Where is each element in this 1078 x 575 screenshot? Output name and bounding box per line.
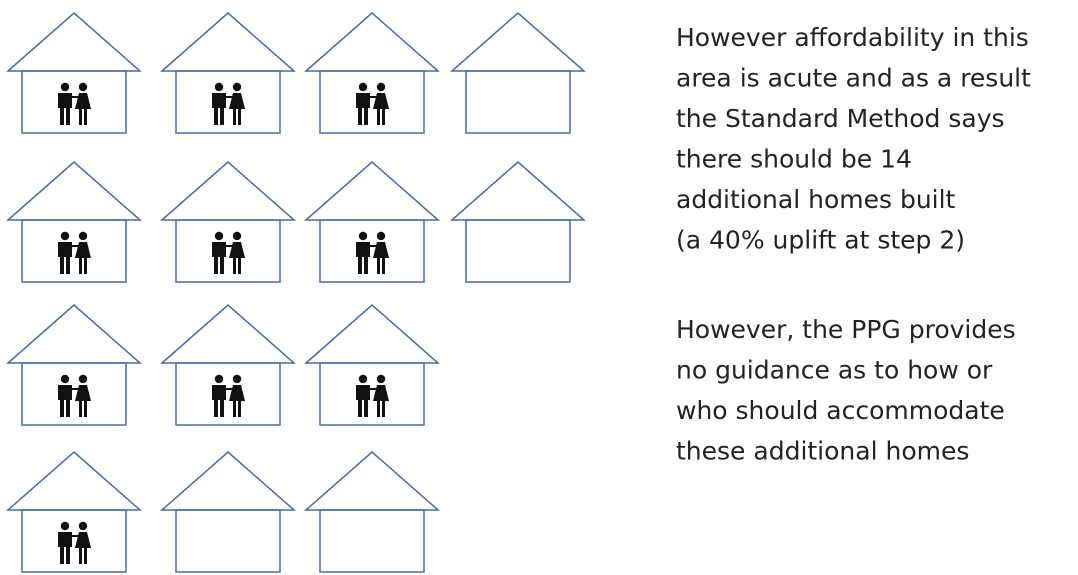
house <box>6 161 142 283</box>
house-roof <box>6 161 142 221</box>
text-line: However, the PPG provides <box>676 315 1016 344</box>
couple-icon <box>57 230 92 275</box>
couple-icon <box>57 81 92 126</box>
house-roof <box>6 304 142 364</box>
house <box>160 304 296 426</box>
text-line: these additional homes <box>676 437 969 466</box>
house <box>160 12 296 134</box>
text-line: there should be 14 <box>676 145 912 174</box>
house <box>160 451 296 573</box>
house-body <box>21 219 127 283</box>
house-body <box>175 362 281 426</box>
house-roof <box>450 161 586 221</box>
text-block: However affordability in this area is acu… <box>676 23 1031 466</box>
house-body <box>21 362 127 426</box>
house <box>304 161 440 283</box>
house-body <box>465 70 571 134</box>
house-body <box>319 509 425 573</box>
text-line: additional homes built <box>676 185 956 214</box>
house-roof <box>160 304 296 364</box>
couple-icon <box>211 373 246 418</box>
house <box>6 304 142 426</box>
house <box>160 161 296 283</box>
house-body <box>21 70 127 134</box>
houses <box>6 12 586 573</box>
house <box>304 12 440 134</box>
house-roof <box>304 304 440 364</box>
house <box>304 304 440 426</box>
house-roof <box>160 161 296 221</box>
house <box>450 12 586 134</box>
house <box>6 12 142 134</box>
house-roof <box>304 12 440 72</box>
text-line: area is acute and as a result <box>676 64 1031 93</box>
text-line: who should accommodate <box>676 396 1005 425</box>
house-body <box>465 219 571 283</box>
house-body <box>175 509 281 573</box>
house-body <box>175 219 281 283</box>
house-roof <box>304 161 440 221</box>
house-body <box>21 509 127 573</box>
couple-icon <box>355 373 390 418</box>
house <box>450 161 586 283</box>
couple-icon <box>211 81 246 126</box>
house <box>6 451 142 573</box>
house <box>304 451 440 573</box>
text-line: no guidance as to how or <box>676 356 993 385</box>
couple-icon <box>57 520 92 565</box>
house-roof <box>6 451 142 511</box>
text-line: the Standard Method says <box>676 104 1005 133</box>
text-line: (a 40% uplift at step 2) <box>676 226 965 255</box>
house-body <box>319 362 425 426</box>
text-line: However affordability in this <box>676 23 1029 52</box>
house-roof <box>160 12 296 72</box>
house-roof <box>304 451 440 511</box>
house-body <box>319 219 425 283</box>
couple-icon <box>355 230 390 275</box>
couple-icon <box>355 81 390 126</box>
house-roof <box>160 451 296 511</box>
house-roof <box>6 12 142 72</box>
couple-icon <box>57 373 92 418</box>
house-roof <box>450 12 586 72</box>
couple-icon <box>211 230 246 275</box>
house-body <box>319 70 425 134</box>
house-body <box>175 70 281 134</box>
